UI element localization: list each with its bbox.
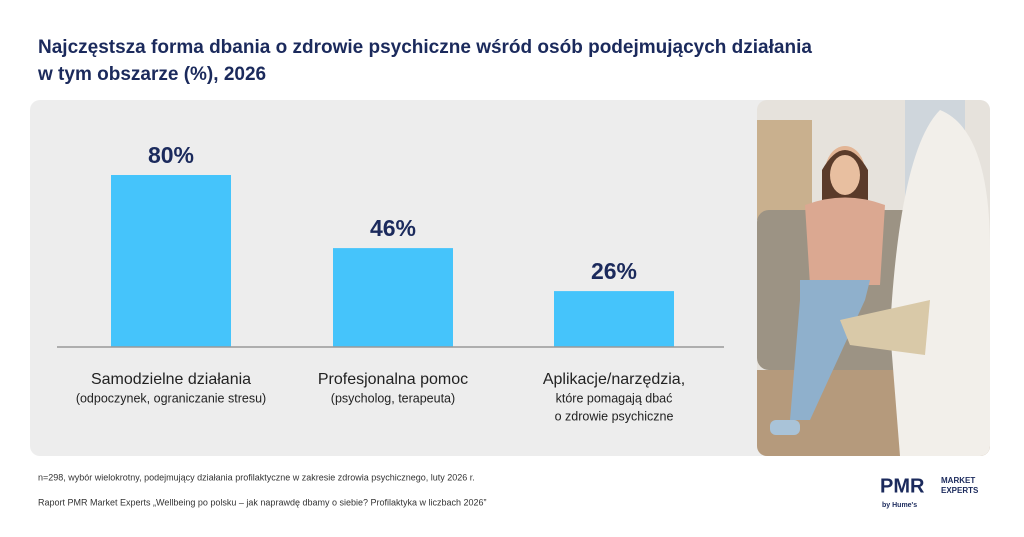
source: Raport PMR Market Experts „Wellbeing po … — [38, 497, 487, 507]
chart-title: w tym obszarze (%), 2026 — [37, 64, 266, 85]
value-label: 46% — [370, 215, 416, 241]
category-note: które pomagają dbać — [556, 391, 673, 405]
category-label: Samodzielne działania — [91, 371, 251, 388]
bar — [111, 175, 231, 347]
chart-panel — [30, 100, 990, 456]
category-note: o zdrowie psychiczne — [555, 409, 674, 423]
logo-line: EXPERTS — [941, 486, 979, 495]
chart-title: Najczęstsza forma dbania o zdrowie psych… — [38, 37, 812, 58]
category-note: (psycholog, terapeuta) — [331, 391, 455, 405]
photo — [757, 100, 990, 456]
category-label: Profesjonalna pomoc — [318, 371, 468, 388]
category-note: (odpoczynek, ograniczanie stresu) — [76, 391, 266, 405]
logo-tagline: by Hume's — [882, 502, 917, 509]
value-label: 26% — [591, 258, 637, 284]
bar — [554, 291, 674, 347]
bar — [333, 248, 453, 347]
category-label: Aplikacje/narzędzia, — [543, 371, 685, 388]
value-label: 80% — [148, 142, 194, 168]
logo-line: MARKET — [941, 476, 975, 485]
footnote: n=298, wybór wielokrotny, podejmujący dz… — [38, 472, 475, 482]
logo-brand: PMR — [880, 475, 925, 497]
